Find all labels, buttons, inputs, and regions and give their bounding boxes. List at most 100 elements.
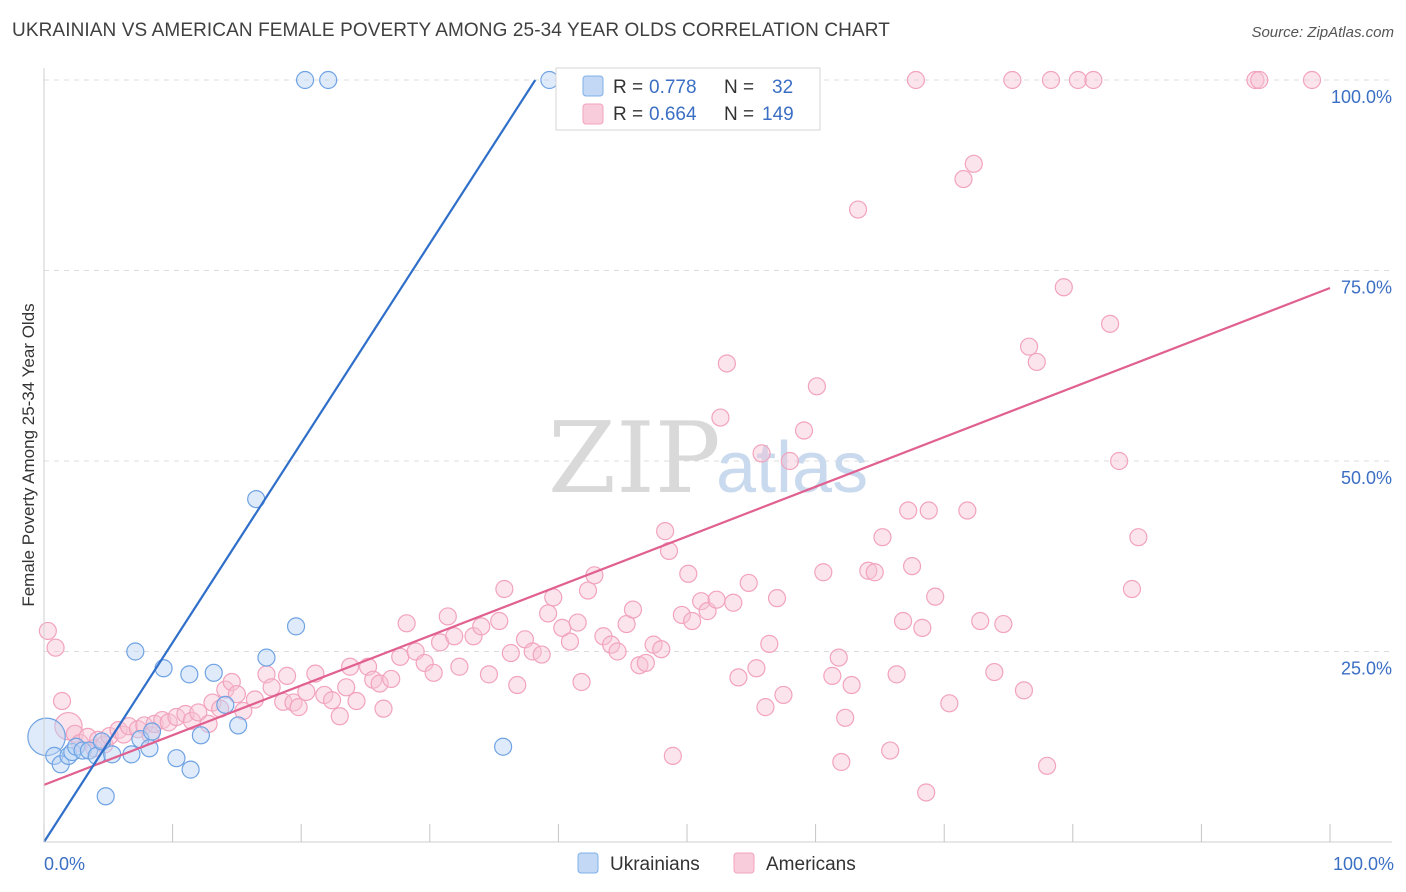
americans-point	[971, 611, 990, 631]
source-label: Source: ZipAtlas.com	[1251, 24, 1394, 41]
americans-point	[495, 579, 514, 599]
americans-point	[450, 657, 469, 676]
americans-point	[438, 607, 457, 626]
ukrainians-point	[540, 70, 559, 90]
americans-point	[370, 674, 389, 693]
grid	[44, 79, 1392, 652]
ukrainians-points	[27, 70, 559, 806]
legend-americans-label: Americans	[766, 854, 856, 875]
americans-point	[873, 528, 892, 547]
r-value-pink: 0.664	[649, 104, 697, 125]
americans-point	[865, 563, 884, 582]
americans-point	[424, 663, 443, 682]
watermark: ZIP atlas	[548, 402, 868, 516]
americans-point	[46, 638, 65, 657]
americans-point	[964, 154, 983, 173]
americans-point	[189, 703, 208, 722]
americans-point	[663, 746, 682, 765]
ukrainians-point	[126, 642, 145, 661]
legend-ukrainians-swatch	[577, 852, 599, 874]
americans-point	[636, 653, 655, 673]
americans-point	[994, 614, 1013, 634]
americans-point	[227, 685, 246, 704]
americans-point	[479, 665, 499, 684]
y-tick-label: 75.0%	[1341, 278, 1392, 298]
x-tick-label: 100.0%	[1333, 854, 1394, 874]
americans-point	[1037, 756, 1057, 775]
y-axis-title: Female Poverty Among 25-34 Year Olds	[19, 303, 38, 606]
americans-point	[572, 672, 591, 692]
watermark-atlas: atlas	[716, 428, 868, 508]
americans-point	[747, 659, 766, 678]
americans-point	[602, 635, 621, 654]
americans-point	[887, 665, 906, 684]
americans-point	[397, 614, 416, 633]
r-label-pink: R =	[613, 104, 643, 125]
axes	[43, 68, 1392, 843]
legend-ukrainians-label: Ukrainians	[610, 854, 700, 875]
americans-point	[216, 680, 235, 699]
americans-point	[1129, 528, 1148, 547]
r-value-blue: 0.778	[649, 77, 697, 98]
americans-point	[330, 707, 349, 726]
americans-trend-line	[43, 286, 1331, 786]
americans-point	[1122, 579, 1142, 599]
ukrainians-point	[181, 760, 200, 779]
y-tick-label: 50.0%	[1341, 468, 1392, 488]
americans-point	[1003, 70, 1022, 90]
americans-point	[560, 632, 580, 651]
americans-point	[893, 611, 913, 631]
r-label-blue: R =	[613, 77, 643, 98]
americans-point	[568, 613, 587, 632]
americans-point	[1084, 70, 1103, 90]
americans-point	[919, 501, 938, 520]
ukrainians-point	[295, 70, 315, 90]
americans-point	[832, 752, 851, 772]
americans-point	[539, 604, 558, 623]
americans-point	[724, 593, 743, 612]
americans-point	[707, 590, 726, 609]
ukrainians-point	[167, 749, 186, 768]
ukrainians-point	[154, 659, 173, 678]
blue-swatch	[582, 75, 604, 97]
americans-point	[985, 662, 1004, 682]
americans-point	[1246, 70, 1265, 90]
trend-lines	[43, 79, 1331, 843]
americans-point	[814, 563, 833, 582]
americans-point	[842, 675, 861, 695]
ukrainians-trend-line	[43, 79, 537, 843]
ukrainians-point	[180, 665, 199, 684]
americans-point	[767, 589, 787, 608]
ukrainians-point	[204, 663, 223, 682]
stats-box: R = 0.778 N = 32 R = 0.664 N = 149	[555, 67, 821, 131]
americans-point	[1250, 70, 1269, 90]
americans-point	[337, 678, 356, 697]
ukrainians-point	[319, 70, 338, 90]
americans-point	[711, 408, 730, 427]
americans-point	[1068, 70, 1088, 90]
americans-point	[374, 699, 393, 718]
americans-point	[532, 645, 551, 664]
americans-point	[913, 618, 932, 637]
americans-point	[679, 564, 698, 583]
americans-point	[926, 587, 945, 606]
americans-point	[415, 653, 434, 673]
americans-point	[756, 698, 775, 717]
americans-point	[1041, 70, 1061, 90]
pink-swatch	[582, 103, 604, 125]
ukrainians-point	[286, 617, 306, 636]
americans-point	[739, 573, 758, 593]
chart-title: UKRAINIAN VS AMERICAN FEMALE POVERTY AMO…	[12, 20, 890, 41]
ukrainians-point	[229, 716, 248, 735]
americans-point	[262, 678, 281, 697]
ukrainians-point	[96, 787, 115, 806]
americans-point	[490, 611, 509, 631]
americans-point	[729, 668, 748, 687]
americans-point	[501, 643, 520, 663]
y-tick-label: 25.0%	[1341, 659, 1392, 679]
y-tick-label: 100.0%	[1331, 87, 1392, 107]
americans-point	[902, 557, 922, 576]
americans-point	[322, 691, 342, 710]
americans-point	[1109, 451, 1129, 471]
